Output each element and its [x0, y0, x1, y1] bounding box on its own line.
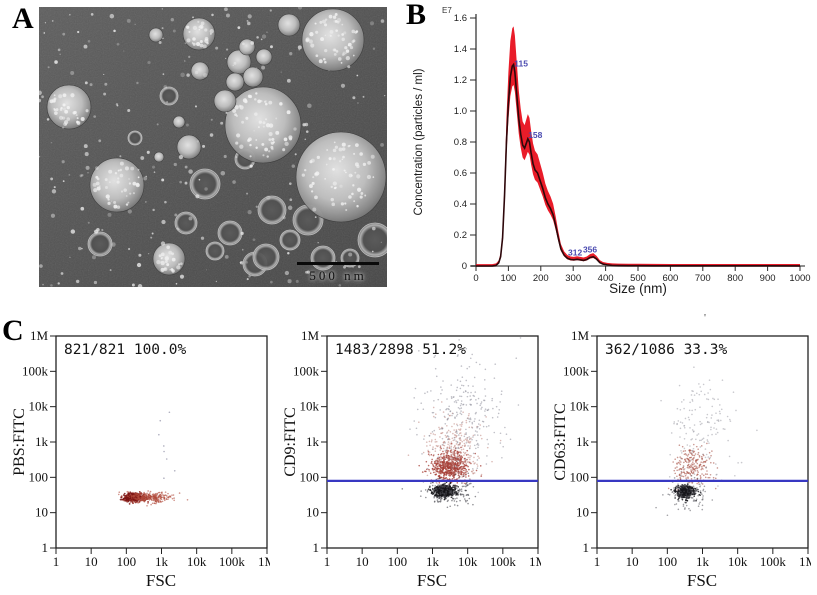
svg-text:1k: 1k [306, 434, 320, 449]
svg-text:100k: 100k [760, 554, 787, 569]
flow-y-axis-label-cd9: CD9:FITC [282, 407, 299, 476]
svg-text:200: 200 [533, 273, 549, 284]
svg-text:100: 100 [29, 469, 49, 484]
nta-chart: 0 0.2 0.4 0.6 0.8 1.0 1.2 1.4 1.6 0 100 200 300 400 50… [413, 6, 811, 296]
svg-text:158: 158 [528, 130, 542, 140]
svg-text:1: 1 [53, 554, 60, 569]
flow-plot-area: 11 10 10 100 100 1k 1k 10k 10k 100k 100k 1M 1M [293, 328, 541, 569]
svg-text:1: 1 [594, 554, 601, 569]
svg-text:1.4: 1.4 [454, 44, 467, 55]
scale-bar: 500 nm [295, 262, 381, 285]
svg-text:10k: 10k [300, 399, 320, 414]
svg-text:100: 100 [500, 273, 516, 284]
svg-text:10: 10 [626, 554, 639, 569]
flow-x-axis-label-cd9: FSC [417, 571, 447, 590]
svg-text:1k: 1k [426, 554, 440, 569]
svg-text:1M: 1M [571, 328, 590, 343]
nta-plot-area: 0 0.2 0.4 0.6 0.8 1.0 1.2 1.4 1.6 0 100 200 300 400 50… [454, 13, 811, 284]
svg-text:356: 356 [583, 244, 597, 254]
svg-text:0.2: 0.2 [454, 230, 467, 241]
svg-text:1: 1 [583, 540, 590, 555]
svg-text:1M: 1M [30, 328, 49, 343]
flow-plot-cd63: 11 10 10 100 100 1k 1k 10k 10k 100k 100k 1M 1M 362/1… [552, 328, 811, 590]
svg-text:800: 800 [727, 273, 743, 284]
svg-text:1k: 1k [576, 434, 590, 449]
svg-text:1k: 1k [35, 434, 49, 449]
svg-text:1: 1 [42, 540, 49, 555]
svg-text:300: 300 [565, 273, 581, 284]
svg-text:10k: 10k [570, 399, 590, 414]
svg-text:100: 100 [117, 554, 137, 569]
flow-plot-area: 11 10 10 100 100 1k 1k 10k 10k 100k 100k 1M 1M [22, 328, 270, 569]
flow-x-axis-label-cd63: FSC [687, 571, 717, 590]
svg-text:700: 700 [695, 273, 711, 284]
svg-text:1k: 1k [696, 554, 710, 569]
panel-b-label: B [406, 0, 427, 31]
svg-text:0: 0 [462, 261, 467, 272]
svg-text:1: 1 [313, 540, 320, 555]
svg-text:100: 100 [300, 469, 320, 484]
flow-plot-pbs: 11 10 10 100 100 1k 1k 10k 10k 100k 100k 1M 1M 821/8… [11, 328, 270, 590]
svg-text:10k: 10k [29, 399, 49, 414]
svg-text:100k: 100k [563, 363, 590, 378]
nta-x-axis-label: Size (nm) [609, 281, 667, 296]
svg-text:1: 1 [324, 554, 331, 569]
svg-text:10: 10 [85, 554, 98, 569]
svg-text:115: 115 [514, 59, 528, 69]
svg-text:100: 100 [570, 469, 590, 484]
svg-text:10: 10 [35, 505, 48, 520]
svg-text:100k: 100k [490, 554, 517, 569]
svg-text:1000: 1000 [789, 273, 810, 284]
svg-text:1k: 1k [155, 554, 169, 569]
svg-text:0.6: 0.6 [454, 168, 467, 179]
svg-text:10k: 10k [728, 554, 748, 569]
nta-y-unit: E7 [442, 6, 452, 15]
flow-stats-pbs: 821/821 100.0% [64, 342, 186, 358]
flow-stats-cd9: 1483/2898 51.2% [335, 342, 466, 358]
scale-bar-label: 500 nm [309, 268, 367, 283]
svg-text:100k: 100k [22, 363, 49, 378]
svg-text:1.6: 1.6 [454, 13, 467, 24]
svg-text:500: 500 [630, 273, 646, 284]
svg-text:400: 400 [598, 273, 614, 284]
svg-text:100: 100 [388, 554, 408, 569]
svg-text:10: 10 [306, 505, 319, 520]
flow-plot-cd9: 11 10 10 100 100 1k 1k 10k 10k 100k 100k 1M 1M 1483/… [282, 328, 541, 590]
svg-text:1.2: 1.2 [454, 75, 467, 86]
svg-text:0.4: 0.4 [454, 199, 467, 210]
svg-text:10k: 10k [187, 554, 207, 569]
svg-text:100: 100 [658, 554, 678, 569]
scale-bar-line [297, 262, 379, 265]
svg-text:600: 600 [662, 273, 678, 284]
svg-text:100k: 100k [219, 554, 246, 569]
nta-y-axis-label: Concentration (particles / ml) [413, 68, 425, 215]
tem-micrograph: 500 nm [39, 7, 387, 287]
svg-text:1M: 1M [258, 554, 270, 569]
panel-c-label: C [2, 314, 24, 347]
flow-plot-area: 11 10 10 100 100 1k 1k 10k 10k 100k 100k 1M 1M [563, 328, 811, 569]
flow-y-axis-label-pbs: PBS:FITC [11, 408, 28, 476]
svg-text:1M: 1M [301, 328, 320, 343]
svg-text:312: 312 [568, 247, 582, 257]
panel-a-label: A [12, 2, 34, 35]
svg-text:10: 10 [356, 554, 369, 569]
svg-text:1M: 1M [799, 554, 811, 569]
stray-mark: ' [704, 312, 706, 324]
svg-text:0.8: 0.8 [454, 137, 467, 148]
svg-text:1M: 1M [529, 554, 541, 569]
svg-text:100k: 100k [293, 363, 320, 378]
svg-text:10: 10 [576, 505, 589, 520]
vesicles-layer [39, 7, 387, 287]
svg-text:0: 0 [473, 273, 478, 284]
tem-image-canvas [39, 7, 387, 287]
svg-text:10k: 10k [458, 554, 478, 569]
svg-text:900: 900 [760, 273, 776, 284]
flow-stats-cd63: 362/1086 33.3% [605, 342, 727, 358]
flow-y-axis-label-cd63: CD63:FITC [552, 403, 569, 480]
svg-text:1.0: 1.0 [454, 106, 467, 117]
flow-x-axis-label-pbs: FSC [146, 571, 176, 590]
